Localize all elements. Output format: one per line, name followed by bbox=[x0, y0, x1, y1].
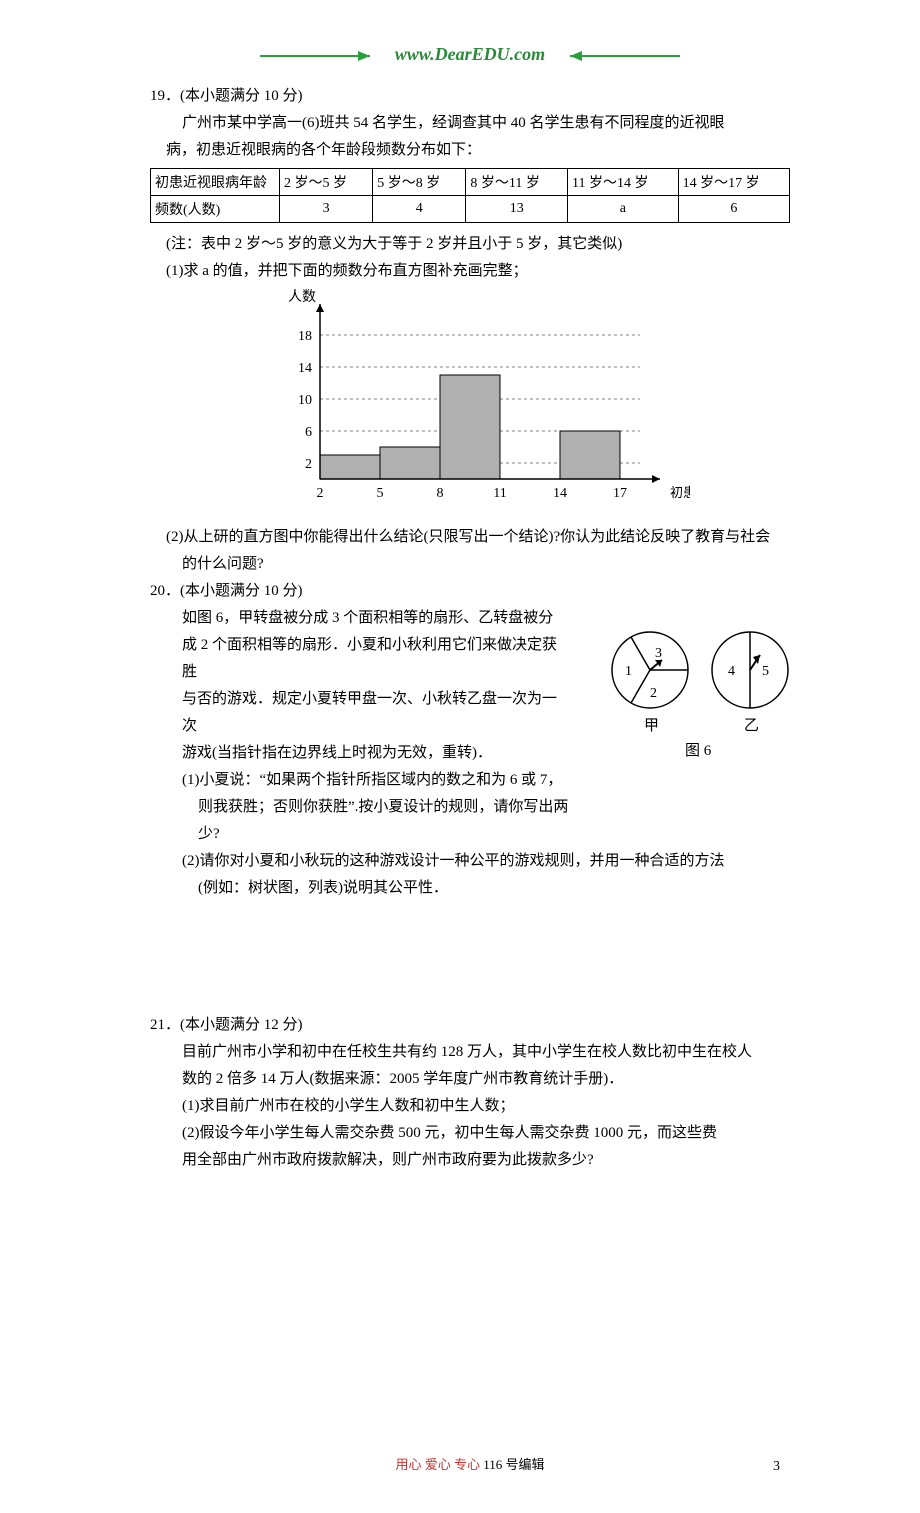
svg-text:初患近视年龄/岁: 初患近视年龄/岁 bbox=[670, 485, 690, 500]
q21-header: 21．(本小题满分 12 分) bbox=[150, 1012, 790, 1039]
cell: 13 bbox=[466, 196, 568, 223]
col-header: 8 岁～11 岁 bbox=[466, 169, 568, 196]
q19-header-text: (本小题满分 10 分) bbox=[180, 88, 303, 104]
svg-text:5: 5 bbox=[377, 486, 384, 501]
svg-text:2: 2 bbox=[305, 457, 312, 472]
q19-part1: (1)求 a 的值，并把下面的频数分布直方图补充画完整； bbox=[166, 258, 790, 285]
svg-text:18: 18 bbox=[298, 329, 312, 344]
footer-suffix: 116 号编辑 bbox=[480, 1457, 545, 1472]
page-number: 3 bbox=[773, 1459, 780, 1475]
page-footer: 用心 爱心 专心 116 号编辑 bbox=[150, 1454, 790, 1473]
svg-text:17: 17 bbox=[613, 486, 627, 501]
col-header: 初患近视眼病年龄 bbox=[151, 169, 280, 196]
q20-p1-l2: 则我获胜；否则你获胜”.按小夏设计的规则，请你写出两 bbox=[198, 794, 570, 821]
q21-l2: 数的 2 倍多 14 万人(数据来源：2005 学年度广州市教育统计手册)． bbox=[182, 1066, 790, 1093]
q19-header: 19．(本小题满分 10 分) bbox=[150, 83, 790, 110]
cell: 4 bbox=[373, 196, 466, 223]
q20-figure: 1 2 3 甲 4 5 乙 图 6 bbox=[600, 625, 800, 770]
svg-text:5: 5 bbox=[762, 664, 769, 679]
svg-text:2: 2 bbox=[317, 486, 324, 501]
q21-p2-l1: (2)假设今年小学生每人需交杂费 500 元，初中生每人需交杂费 1000 元，… bbox=[182, 1120, 790, 1147]
q20-l3: 与否的游戏．规定小夏转甲盘一次、小秋转乙盘一次为一次 bbox=[182, 686, 570, 740]
banner-svg: www.DearEDU.com bbox=[260, 40, 680, 68]
svg-text:10: 10 bbox=[298, 393, 312, 408]
q19-table: 初患近视眼病年龄 2 岁～5 岁 5 岁～8 岁 8 岁～11 岁 11 岁～1… bbox=[150, 168, 790, 223]
svg-text:8: 8 bbox=[437, 486, 444, 501]
q21-l1: 目前广州市小学和初中在任校生共有约 128 万人，其中小学生在校人数比初中生在校… bbox=[182, 1039, 790, 1066]
svg-text:14: 14 bbox=[298, 361, 312, 376]
q19-part2-l2: 的什么问题? bbox=[182, 551, 790, 578]
cell: 3 bbox=[280, 196, 373, 223]
q21-p2-l2: 用全部由广州市政府拨款解决，则广州市政府要为此拨款多少? bbox=[182, 1147, 790, 1174]
col-header: 11 岁～14 岁 bbox=[568, 169, 679, 196]
svg-text:6: 6 bbox=[305, 425, 312, 440]
svg-text:11: 11 bbox=[493, 486, 506, 501]
footer-red: 用心 爱心 专心 bbox=[395, 1457, 480, 1472]
svg-text:14: 14 bbox=[553, 486, 567, 501]
q21-num: 21． bbox=[150, 1017, 180, 1033]
q20-p2-l2: (例如：树状图，列表)说明其公平性． bbox=[198, 875, 790, 902]
q19-note: (注：表中 2 岁～5 岁的意义为大于等于 2 岁并且小于 5 岁，其它类似) bbox=[166, 231, 790, 258]
q21-p1: (1)求目前广州市在校的小学生人数和初中生人数； bbox=[182, 1093, 790, 1120]
q19-body-l1: 广州市某中学高一(6)班共 54 名学生，经调查其中 40 名学生患有不同程度的… bbox=[182, 110, 790, 137]
col-header: 2 岁～5 岁 bbox=[280, 169, 373, 196]
q19-part2-l1: (2)从上研的直方图中你能得出什么结论(只限写出一个结论)?你认为此结论反映了教… bbox=[166, 524, 790, 551]
svg-text:人数: 人数 bbox=[288, 289, 316, 305]
svg-text:1: 1 bbox=[625, 664, 632, 679]
row-label: 频数(人数) bbox=[151, 196, 280, 223]
svg-text:3: 3 bbox=[655, 646, 662, 661]
table-row: 频数(人数) 3 4 13 a 6 bbox=[151, 196, 790, 223]
q19-body-l2: 病，初患近视眼病的各个年龄段频数分布如下： bbox=[166, 137, 790, 164]
col-header: 5 岁～8 岁 bbox=[373, 169, 466, 196]
site-banner: www.DearEDU.com bbox=[150, 40, 790, 73]
q19-histogram: 2 6 10 14 18 2 5 8 11 14 17 人数初患近视年龄/岁 bbox=[150, 289, 790, 514]
q20-p1-l1: (1)小夏说：“如果两个指针所指区域内的数之和为 6 或 7， bbox=[182, 767, 570, 794]
fig-caption: 图 6 bbox=[685, 742, 712, 759]
label-yi: 乙 bbox=[744, 718, 759, 734]
q20-p1-l3: 少? bbox=[198, 821, 570, 848]
svg-text:2: 2 bbox=[650, 686, 657, 701]
svg-text:4: 4 bbox=[728, 664, 735, 679]
cell: a bbox=[568, 196, 679, 223]
q20-p2-l1: (2)请你对小夏和小秋玩的这种游戏设计一种公平的游戏规则，并用一种合适的方法 bbox=[182, 848, 790, 875]
q20-l1: 如图 6，甲转盘被分成 3 个面积相等的扇形、乙转盘被分 bbox=[182, 605, 570, 632]
label-jia: 甲 bbox=[644, 718, 659, 734]
q20-l4: 游戏(当指针指在边界线上时视为无效，重转)． bbox=[182, 740, 570, 767]
banner-url: www.DearEDU.com bbox=[395, 44, 545, 64]
q20-header-text: (本小题满分 10 分) bbox=[180, 583, 303, 599]
col-header: 14 岁～17 岁 bbox=[678, 169, 789, 196]
q20-l2: 成 2 个面积相等的扇形．小夏和小秋利用它们来做决定获胜 bbox=[182, 632, 570, 686]
q20-header: 20．(本小题满分 10 分) bbox=[150, 578, 790, 605]
table-row: 初患近视眼病年龄 2 岁～5 岁 5 岁～8 岁 8 岁～11 岁 11 岁～1… bbox=[151, 169, 790, 196]
q21-header-text: (本小题满分 12 分) bbox=[180, 1017, 303, 1033]
spinner-svg: 1 2 3 甲 4 5 乙 图 6 bbox=[600, 625, 800, 765]
q19-num: 19． bbox=[150, 88, 180, 104]
q20-num: 20． bbox=[150, 583, 180, 599]
cell: 6 bbox=[678, 196, 789, 223]
